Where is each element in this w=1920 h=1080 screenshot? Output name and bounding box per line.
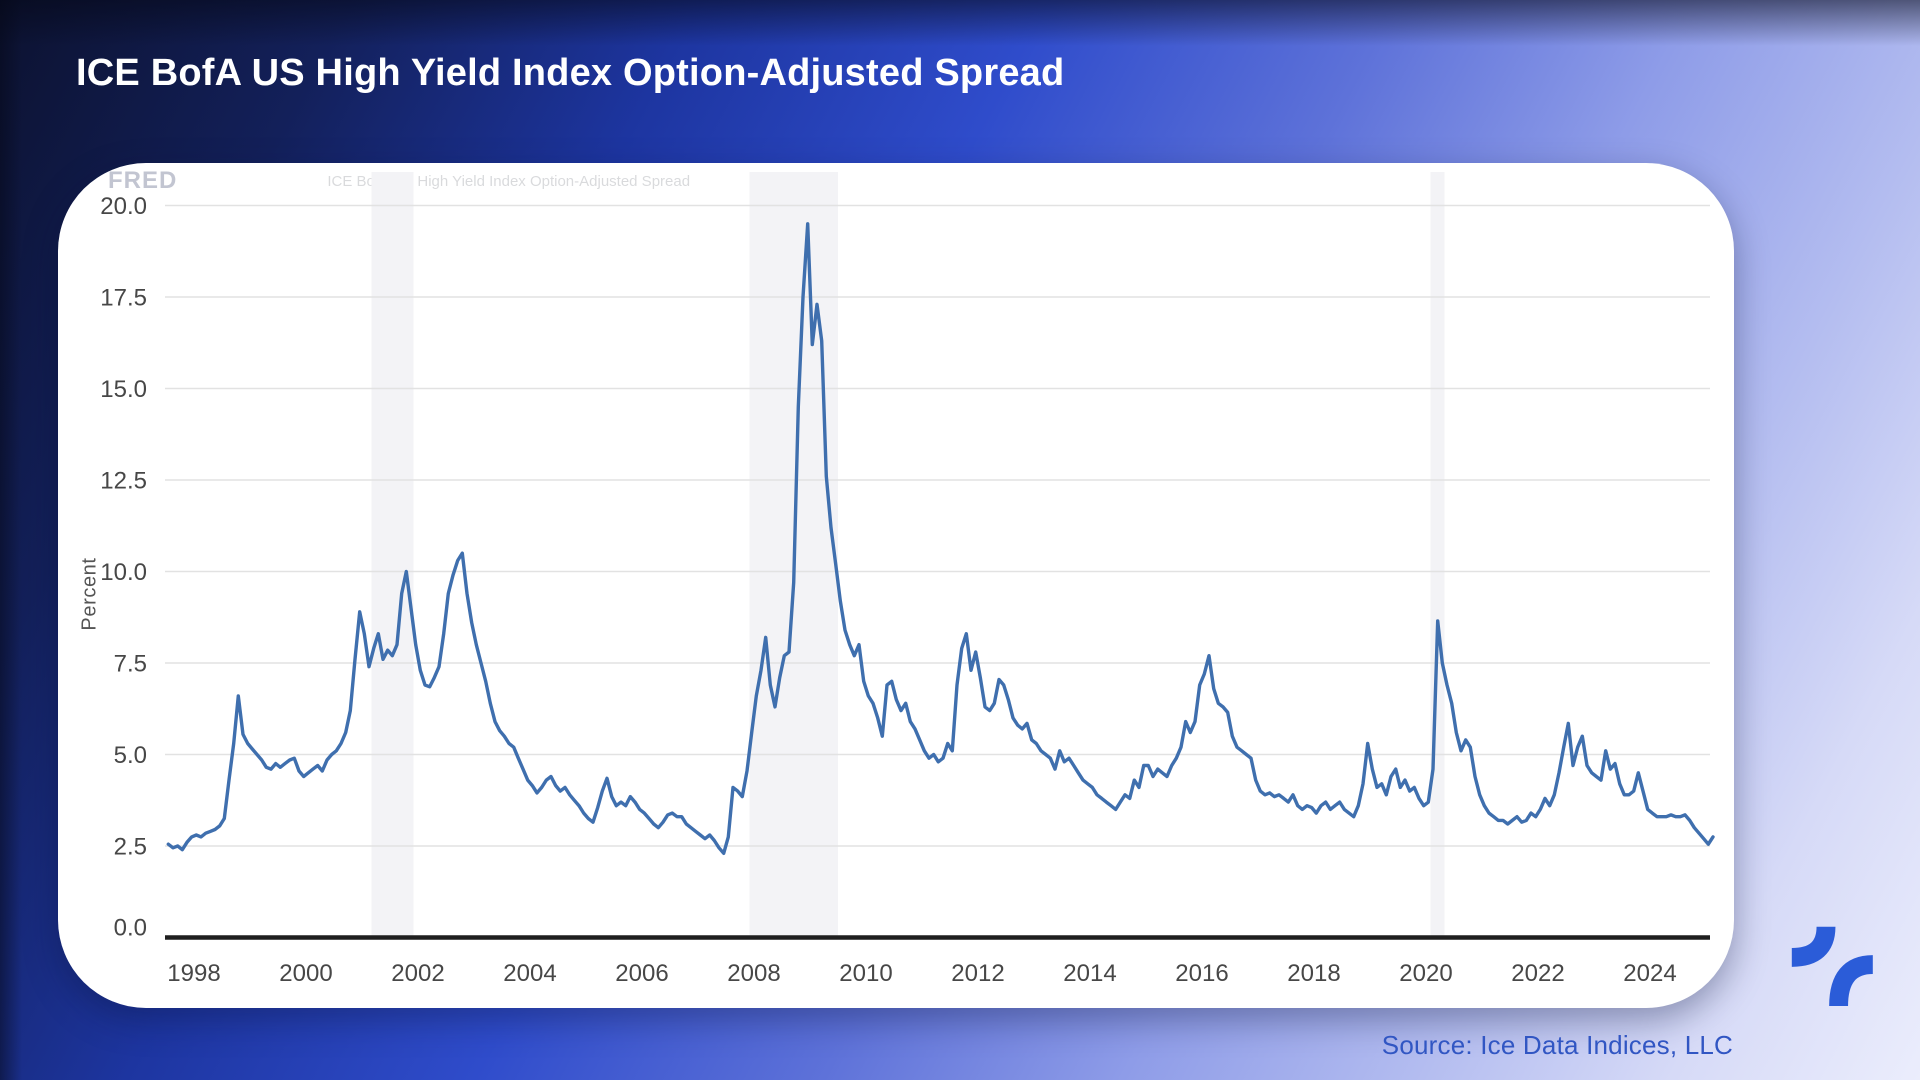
y-tick-label: 2.5 <box>114 834 147 861</box>
y-tick-label: 7.5 <box>114 651 147 678</box>
x-tick-label: 2016 <box>1175 960 1228 987</box>
x-tick-label: 2006 <box>615 960 668 987</box>
y-tick-label: 12.5 <box>100 468 147 495</box>
x-tick-label: 2018 <box>1287 960 1340 987</box>
spread-series-line <box>166 222 1715 855</box>
x-tick-label: 2008 <box>727 960 780 987</box>
x-tick-label: 2022 <box>1511 960 1564 987</box>
y-tick-label: 20.0 <box>100 193 147 220</box>
y-axis-title: Percent <box>78 557 101 631</box>
y-tick-label: 15.0 <box>100 376 147 403</box>
x-tick-label: 1998 <box>167 960 220 987</box>
x-tick-label: 2020 <box>1399 960 1452 987</box>
fred-watermark-logo: FRED <box>108 167 178 194</box>
recession-band <box>371 172 414 938</box>
x-tick-label: 2012 <box>951 960 1004 987</box>
logo-lower-stroke <box>1829 955 1874 1007</box>
page-title: ICE BofA US High Yield Index Option-Adju… <box>76 52 1065 94</box>
y-tick-label: 5.0 <box>114 742 147 769</box>
y-tick-label: 17.5 <box>100 285 147 312</box>
watermark-title: ICE BofA US High Yield Index Option-Adju… <box>327 172 691 190</box>
x-tick-label: 2024 <box>1623 960 1676 987</box>
x-tick-label: 2000 <box>279 960 332 987</box>
logo-upper-stroke <box>1791 926 1836 967</box>
brand-logo-icon <box>1791 926 1874 1007</box>
watermark-row: FRED ICE BofA US High Yield Index Option… <box>108 167 1408 195</box>
x-tick-label: 2004 <box>503 960 556 987</box>
chart-card: FRED ICE BofA US High Yield Index Option… <box>58 163 1734 1008</box>
y-tick-label: 10.0 <box>100 559 147 586</box>
x-tick-label: 2002 <box>391 960 444 987</box>
x-tick-label: 2014 <box>1063 960 1116 987</box>
x-tick-label: 2010 <box>839 960 892 987</box>
source-attribution: Source: Ice Data Indices, LLC <box>1381 1030 1733 1060</box>
y-tick-label: 0.0 <box>114 915 147 942</box>
recession-band <box>1430 172 1445 938</box>
